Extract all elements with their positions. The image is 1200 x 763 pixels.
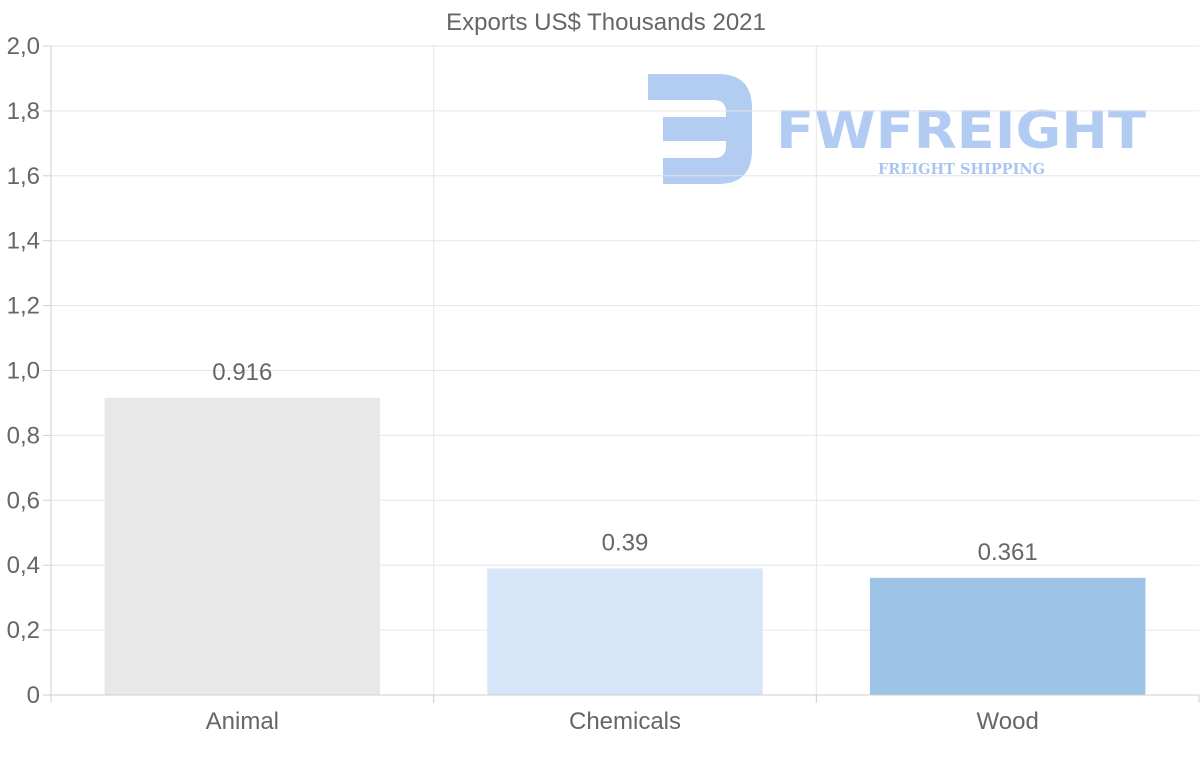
- y-tick-label: 1,8: [7, 98, 40, 125]
- y-tick-label: 2,0: [7, 33, 40, 60]
- y-tick-label: 0,6: [7, 487, 40, 514]
- y-tick-label: 0,8: [7, 422, 40, 449]
- x-axis-tick-labels: Animal Chemicals Wood: [206, 708, 1039, 735]
- vertical-gridlines: [50, 46, 1200, 703]
- y-tick-label: 1,2: [7, 293, 40, 320]
- y-tick-label: 0,4: [7, 552, 40, 579]
- x-tick-label: Animal: [206, 708, 279, 735]
- bar-chemicals[interactable]: [487, 568, 763, 695]
- fwfreight-logo-icon: [648, 74, 752, 184]
- data-label: 0.39: [602, 529, 649, 556]
- y-axis-tick-labels: 0 0,2 0,4 0,6 0,8 1,0 1,2 1,4 1,6 1,8 2,0: [7, 33, 40, 709]
- bar-animal[interactable]: [104, 397, 381, 695]
- y-tick-label: 0,2: [7, 617, 40, 644]
- watermark-brand: FWFREIGHT: [776, 101, 1147, 161]
- data-label: 0.361: [978, 539, 1038, 566]
- x-tick-label: Wood: [977, 708, 1039, 735]
- y-tick-label: 1,0: [7, 358, 40, 385]
- y-tick-label: 1,4: [7, 228, 40, 255]
- watermark-tagline: FREIGHT SHIPPING: [878, 160, 1045, 178]
- data-label: 0.916: [212, 359, 272, 386]
- data-labels: 0.916 0.39 0.361: [212, 359, 1037, 566]
- y-tick-label: 1,6: [7, 163, 40, 190]
- y-tick-label: 0: [27, 682, 40, 709]
- bars: [104, 397, 1146, 695]
- fwfreight-watermark: FWFREIGHT FREIGHT SHIPPING: [648, 74, 1147, 184]
- x-tick-label: Chemicals: [569, 708, 681, 735]
- chart-title: Exports US$ Thousands 2021: [446, 9, 766, 36]
- bar-wood[interactable]: [869, 577, 1146, 695]
- gridlines: [43, 45, 1199, 696]
